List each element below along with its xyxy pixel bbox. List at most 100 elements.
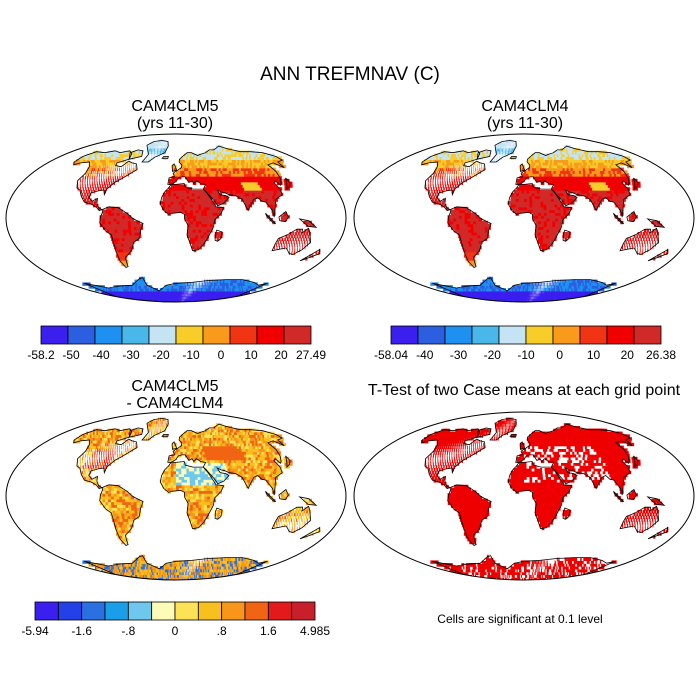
grid-cell bbox=[553, 184, 558, 188]
grid-cell bbox=[303, 237, 305, 241]
grid-cell bbox=[516, 290, 519, 295]
grid-cell bbox=[207, 223, 211, 227]
grid-cell bbox=[254, 187, 260, 191]
grid-cell bbox=[274, 195, 280, 199]
grid-cell bbox=[187, 223, 191, 227]
grid-cell bbox=[533, 290, 535, 295]
grid-cell bbox=[182, 290, 184, 295]
grid-cell bbox=[296, 243, 298, 247]
grid-cell bbox=[440, 159, 444, 163]
grid-cell bbox=[270, 204, 275, 208]
grid-cell bbox=[612, 195, 617, 199]
grid-cell bbox=[448, 159, 451, 163]
grid-cell bbox=[178, 290, 181, 295]
grid-cell bbox=[461, 159, 464, 163]
grid-cell bbox=[470, 212, 474, 216]
grid-cell bbox=[282, 240, 285, 244]
grid-cell bbox=[209, 215, 214, 219]
grid-cell bbox=[195, 206, 200, 211]
grid-cell bbox=[577, 282, 581, 286]
grid-cell bbox=[477, 246, 482, 250]
grid-cell bbox=[572, 190, 578, 194]
grid-cell bbox=[472, 237, 477, 241]
grid-cell bbox=[441, 156, 445, 160]
grid-cell bbox=[211, 204, 216, 208]
grid-cell bbox=[647, 246, 649, 250]
grid-cell bbox=[467, 251, 472, 255]
grid-cell bbox=[520, 293, 523, 297]
grid-cell bbox=[185, 296, 186, 300]
grid-cell bbox=[194, 195, 199, 199]
grid-cell bbox=[528, 296, 530, 300]
grid-cell bbox=[164, 206, 169, 211]
grid-cell bbox=[198, 218, 203, 222]
grid-cell bbox=[148, 145, 151, 149]
grid-cell bbox=[455, 159, 458, 163]
grid-cell bbox=[187, 206, 191, 211]
grid-cell bbox=[550, 240, 554, 244]
grid-cell bbox=[553, 170, 558, 174]
grid-cell bbox=[540, 162, 545, 166]
grid-cell bbox=[570, 282, 573, 286]
grid-cell bbox=[547, 243, 551, 247]
grid-cell bbox=[130, 223, 135, 227]
grid-cell bbox=[286, 243, 288, 247]
grid-cell bbox=[187, 156, 191, 160]
grid-cell bbox=[198, 204, 202, 208]
grid-cell bbox=[440, 187, 443, 191]
grid-cell bbox=[211, 285, 214, 289]
grid-cell bbox=[176, 282, 179, 286]
grid-cell bbox=[102, 164, 105, 169]
grid-cell bbox=[566, 299, 573, 302]
grid-cell bbox=[209, 212, 214, 216]
coastline-madagascar bbox=[214, 229, 223, 242]
grid-cell bbox=[132, 237, 137, 241]
grid-cell bbox=[203, 229, 208, 233]
grid-cell bbox=[176, 173, 179, 177]
grid-cell bbox=[478, 223, 483, 227]
grid-cell bbox=[552, 215, 556, 219]
grid-cell bbox=[191, 192, 196, 197]
grid-cell bbox=[457, 159, 460, 163]
grid-cell bbox=[195, 215, 200, 219]
grid-cell bbox=[538, 296, 540, 300]
grid-cell bbox=[111, 240, 117, 244]
grid-cell bbox=[208, 184, 212, 188]
grid-cell bbox=[217, 173, 222, 177]
grid-cell bbox=[157, 142, 159, 146]
grid-cell bbox=[543, 170, 547, 174]
grid-cell bbox=[439, 176, 441, 180]
grid-cell bbox=[212, 288, 215, 292]
grid-cell bbox=[194, 282, 196, 286]
grid-cell bbox=[540, 178, 544, 183]
grid-cell bbox=[309, 254, 312, 258]
grid-cell bbox=[561, 279, 563, 283]
grid-cell bbox=[225, 176, 231, 180]
grid-cell bbox=[619, 209, 624, 213]
grid-cell bbox=[650, 246, 651, 250]
grid-cell bbox=[593, 204, 598, 208]
grid-cell bbox=[185, 162, 189, 166]
grid-cell bbox=[118, 243, 123, 247]
grid-cell bbox=[218, 282, 221, 286]
figure-title: ANN TREFMNAV (C) bbox=[260, 64, 440, 85]
grid-cell bbox=[634, 246, 636, 250]
grid-cell bbox=[451, 173, 453, 177]
grid-cell bbox=[102, 223, 107, 227]
grid-cell bbox=[556, 184, 560, 188]
grid-cell bbox=[307, 234, 310, 239]
grid-cell bbox=[642, 246, 644, 250]
grid-cell bbox=[528, 167, 531, 171]
grid-cell bbox=[205, 195, 210, 199]
grid-cell bbox=[524, 192, 528, 197]
grid-cell bbox=[538, 167, 542, 171]
grid-cell bbox=[109, 206, 112, 211]
grid-cell bbox=[560, 209, 565, 213]
grid-cell bbox=[111, 181, 113, 185]
grid-cell bbox=[183, 299, 184, 302]
grid-cell bbox=[222, 198, 226, 202]
grid-cell bbox=[192, 285, 193, 289]
grid-cell bbox=[111, 223, 115, 227]
grid-cell bbox=[545, 240, 549, 244]
grid-cell bbox=[438, 164, 442, 169]
